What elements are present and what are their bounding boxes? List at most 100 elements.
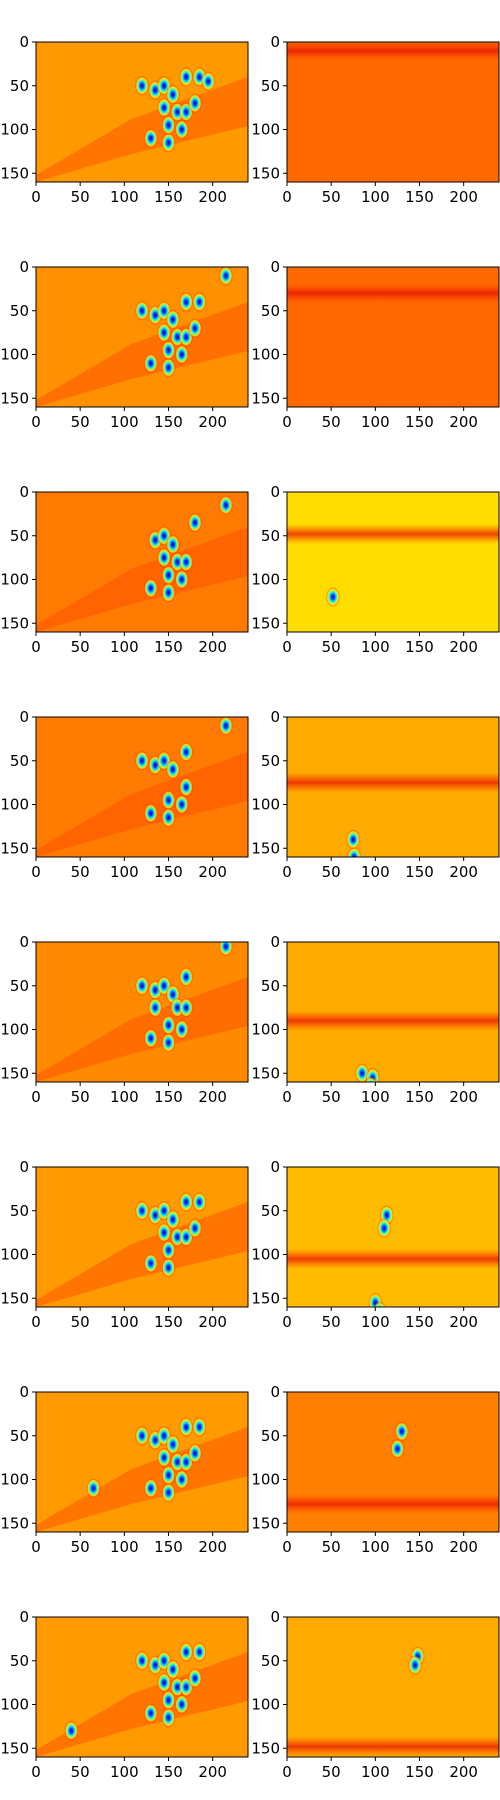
x-tick-label: 150 [405,1763,434,1781]
heatmap-blob [188,318,202,339]
heatmap-blob [345,860,359,880]
x-tick-label: 100 [110,188,139,206]
heatmap-blob [174,344,189,365]
y-tick-label: 100 [251,346,280,364]
y-tick-label: 0 [270,483,280,501]
heatmap-blob [165,1659,180,1680]
heatmap-blob [179,1417,194,1437]
heatmap-panel: 0 50 100 150 200 0 50 100 150 [251,33,500,206]
y-tick-label: 100 [0,121,29,139]
heatmap-shading [36,977,248,1082]
x-tick-label: 0 [282,1763,292,1781]
axes-frame [35,1166,249,1308]
heatmap-blob [161,357,176,378]
heatmap-blob [218,942,233,957]
heatmap-blob [161,1465,176,1486]
x-tick-label: 100 [361,413,390,431]
heatmap-blob [161,115,176,136]
heatmap-panel: 0 50 100 150 200 0 50 100 150 [251,1383,500,1556]
x-tick-label: 50 [322,1313,341,1331]
heatmap-blob [188,93,202,114]
heatmap-background [36,267,248,407]
x-tick-label: 100 [361,863,390,881]
y-tick-label: 0 [19,1158,29,1176]
axes-frame [35,1391,249,1533]
axes-frame [286,41,500,183]
x-tick-label: 200 [198,1088,227,1106]
y-tick-label: 150 [0,1064,29,1082]
y-tick-label: 100 [251,1021,280,1039]
x-tick-label: 50 [322,1538,341,1556]
heatmap-background [287,1617,499,1757]
x-tick-label: 100 [361,1088,390,1106]
heatmap-panel: 0 50 100 150 200 0 50 100 150 [251,483,500,656]
heatmap-blob [161,340,176,361]
y-tick-label: 150 [0,389,29,407]
y-tick-label: 0 [19,258,29,276]
heatmap-blob [377,1218,392,1239]
heatmap-image [287,1167,499,1307]
heatmap-band [287,1010,499,1031]
x-tick-label: 150 [154,1763,183,1781]
axes-frame [286,1391,500,1533]
heatmap-background [287,1167,499,1307]
y-tick-label: 50 [10,302,29,320]
y-tick-label: 0 [270,708,280,726]
axes-frame [35,716,249,858]
heatmap-blob [174,1469,189,1490]
heatmap-blob [188,1668,202,1689]
heatmap-blob [157,1447,172,1468]
heatmap-image [287,267,499,407]
heatmap-blob [143,353,158,374]
y-tick-label: 50 [261,752,280,770]
heatmap-band [287,772,499,793]
x-tick-label: 150 [405,1088,434,1106]
y-tick-label: 50 [10,527,29,545]
heatmap-blob [86,1478,101,1499]
heatmap-blob [174,794,189,815]
heatmap-blob [201,71,216,92]
x-tick-label: 50 [71,1538,90,1556]
heatmap-band [287,283,499,304]
x-tick-label: 0 [31,1538,41,1556]
heatmap-blob [174,1694,189,1715]
heatmap-blob [192,292,207,312]
heatmap-blob [64,1720,79,1741]
y-tick-label: 150 [0,1514,29,1532]
heatmap-blob [161,1690,176,1711]
y-tick-label: 50 [10,1427,29,1445]
y-tick-label: 0 [270,1158,280,1176]
x-tick-label: 150 [154,1538,183,1556]
heatmap-blob [218,267,233,286]
axes-frame [286,491,500,633]
x-tick-label: 0 [31,413,41,431]
heatmap-blob [143,1478,158,1499]
y-tick-label: 150 [251,839,280,857]
heatmap-shading [36,527,248,632]
heatmap-blob [355,1063,370,1082]
x-tick-label: 150 [154,638,183,656]
y-tick-label: 100 [251,121,280,139]
y-tick-label: 50 [10,1652,29,1670]
y-tick-label: 100 [0,1021,29,1039]
x-tick-label: 150 [405,1538,434,1556]
heatmap-blob [174,1019,189,1040]
x-tick-label: 150 [405,413,434,431]
heatmap-blob [161,565,176,586]
y-tick-label: 0 [19,933,29,951]
heatmap-blob [346,829,361,850]
axes-frame [35,1616,249,1758]
heatmap-blob [135,975,149,996]
heatmap-blob [179,292,194,312]
y-tick-label: 0 [19,708,29,726]
y-tick-label: 100 [0,571,29,589]
heatmap-panel: 0 50 100 150 200 0 50 100 150 [0,708,249,881]
heatmap-band [287,1736,499,1757]
y-tick-label: 100 [0,1696,29,1714]
x-tick-label: 100 [361,1538,390,1556]
heatmap-image [36,492,248,632]
heatmap-blob [179,742,194,762]
x-tick-label: 200 [449,188,478,206]
y-tick-label: 150 [251,1739,280,1757]
heatmap-blob [165,309,180,330]
